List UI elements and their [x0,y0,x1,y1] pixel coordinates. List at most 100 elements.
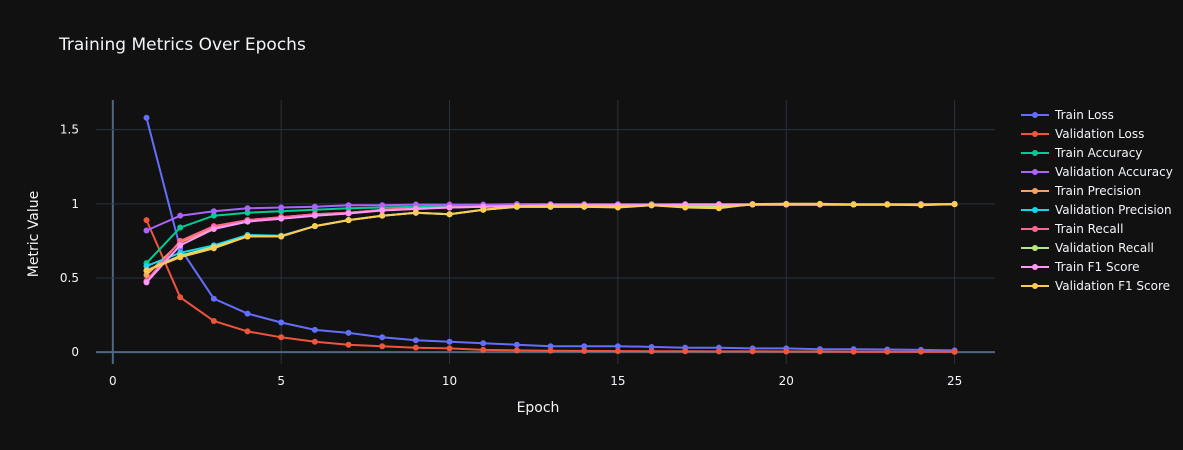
y-axis-title: Metric Value [26,191,42,277]
chart-title: Training Metrics Over Epochs [58,35,306,55]
data-point-validation-loss [345,341,352,348]
data-point-validation-accuracy [210,208,217,215]
data-point-validation-f1-score [345,217,352,224]
legend-swatch-marker [1032,207,1038,213]
data-point-validation-f1-score [210,245,217,252]
y-tick-label: 0 [71,345,79,359]
series-line-train-loss [145,117,955,352]
legend[interactable]: Train Loss Validation Loss Train Accuracy V… [1021,108,1173,293]
data-point-validation-loss [816,348,823,355]
data-point-validation-loss [311,338,318,345]
data-point-validation-f1-score [816,200,823,207]
data-point-train-f1-score [278,215,285,222]
legend-item-validation-f1-score[interactable]: Validation F1 Score [1021,279,1170,293]
legend-swatch-marker [1032,169,1038,175]
data-point-train-f1-score [177,242,184,249]
data-point-train-loss [614,343,621,350]
data-point-train-loss [581,343,588,350]
data-point-train-f1-score [446,204,453,211]
data-point-validation-loss [513,347,520,354]
data-point-validation-f1-score [143,267,150,274]
data-point-train-loss [379,334,386,341]
data-point-train-loss [244,310,251,317]
legend-swatch-marker [1032,226,1038,232]
data-point-train-accuracy [244,209,251,216]
data-point-validation-f1-score [749,201,756,208]
data-point-validation-f1-score [412,209,419,216]
y-tick-label: 1.5 [60,123,79,137]
legend-swatch-marker [1032,112,1038,118]
x-axis-title: Epoch [517,400,560,416]
data-point-validation-loss [143,217,150,224]
data-point-validation-f1-score [311,223,318,230]
grid-layer [96,100,995,364]
series-line-validation-loss [145,219,955,353]
data-point-validation-accuracy [345,202,352,209]
legend-item-validation-recall[interactable]: Validation Recall [1021,241,1154,255]
data-point-train-loss [210,295,217,302]
data-point-validation-f1-score [513,203,520,210]
data-point-train-accuracy [177,224,184,231]
series-line-validation-f1-score [146,202,955,272]
series-validation-loss [143,217,958,355]
series-train-loss [143,114,958,354]
data-point-validation-f1-score [614,204,621,211]
legend-item-train-recall[interactable]: Train Recall [1021,222,1123,236]
y-tick-label: 1 [71,197,79,211]
data-point-validation-f1-score [917,202,924,209]
x-tick-label: 15 [610,374,625,388]
data-point-train-loss [547,343,554,350]
y-tick-label: 0.5 [60,271,79,285]
data-point-validation-f1-score [648,202,655,209]
data-point-validation-accuracy [244,205,251,212]
data-point-train-f1-score [345,210,352,217]
data-point-validation-loss [278,334,285,341]
data-point-validation-loss [480,346,487,353]
data-point-train-f1-score [311,212,318,219]
data-point-validation-loss [581,347,588,354]
data-point-validation-f1-score [783,200,790,207]
data-point-validation-f1-score [177,254,184,261]
data-point-validation-loss [850,348,857,355]
data-point-train-accuracy [210,212,217,219]
data-point-train-f1-score [379,207,386,214]
legend-swatch-marker [1032,131,1038,137]
legend-item-train-loss[interactable]: Train Loss [1021,108,1114,122]
x-tick-label: 5 [277,374,285,388]
data-point-validation-accuracy [278,204,285,211]
data-point-validation-f1-score [682,204,689,211]
data-point-train-f1-score [143,279,150,286]
data-point-validation-loss [783,348,790,355]
data-point-validation-loss [614,348,621,355]
data-point-validation-loss [884,348,891,355]
data-point-train-loss [648,343,655,350]
data-point-validation-loss [379,343,386,350]
data-point-validation-loss [210,317,217,324]
legend-label: Validation Precision [1055,203,1172,217]
data-point-validation-f1-score [278,233,285,240]
data-point-validation-loss [951,348,958,355]
data-point-validation-loss [648,348,655,355]
data-point-validation-loss [682,348,689,355]
legend-item-validation-loss[interactable]: Validation Loss [1021,127,1144,141]
legend-item-train-f1-score[interactable]: Train F1 Score [1021,260,1140,274]
data-point-train-loss [446,338,453,345]
x-tick-label: 20 [779,374,794,388]
legend-swatch-marker [1032,245,1038,251]
legend-item-train-accuracy[interactable]: Train Accuracy [1021,146,1142,160]
data-point-validation-f1-score [446,211,453,218]
data-point-train-recall [177,237,184,244]
data-point-validation-f1-score [581,203,588,210]
legend-item-validation-precision[interactable]: Validation Precision [1021,203,1172,217]
data-point-validation-accuracy [311,203,318,210]
data-point-validation-f1-score [715,205,722,212]
series-line-train-accuracy [145,203,955,264]
series-validation-f1-score [143,200,958,274]
legend-label: Train F1 Score [1054,260,1140,274]
data-point-train-precision [143,272,150,279]
tick-layer: 0 5 10 15 20 25 0 0.5 1 1.5 [60,123,962,388]
legend-item-validation-accuracy[interactable]: Validation Accuracy [1021,165,1173,179]
legend-item-train-precision[interactable]: Train Precision [1021,184,1141,198]
data-point-validation-loss [446,345,453,352]
series-line-validation-precision [146,203,955,268]
